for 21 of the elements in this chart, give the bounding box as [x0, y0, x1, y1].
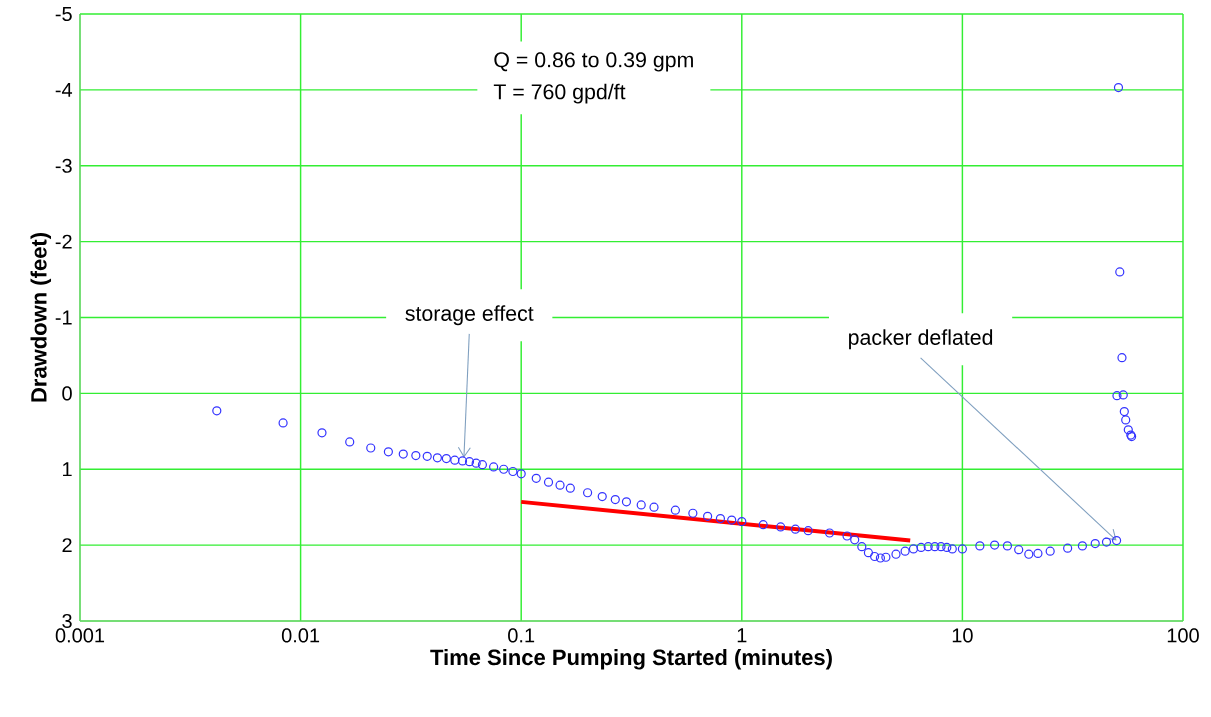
y-tick-label: -1	[55, 310, 72, 325]
y-tick-label: 0	[62, 386, 72, 401]
annotation: packer deflated	[849, 329, 993, 350]
annotation: T = 760 gpd/ft	[493, 83, 626, 104]
y-tick-label: 2	[62, 538, 72, 553]
x-tick-label: 100	[1167, 628, 1199, 643]
x-tick-label: 10	[952, 628, 973, 643]
y-tick-label: -5	[55, 7, 72, 21]
x-tick-label: 0.01	[281, 628, 320, 643]
x-tick-label: 0.001	[55, 628, 105, 643]
annotation: storage effect	[405, 305, 534, 326]
y-tick-label: -3	[55, 158, 72, 173]
y-tick-label: -4	[55, 82, 73, 97]
y-tick-label: 1	[63, 462, 72, 477]
y-tick-label: 3	[62, 613, 72, 629]
annotation: Q = 0.86 to 0.39 gpm	[494, 52, 693, 72]
y-tick-label: -2	[55, 234, 72, 249]
x-axis-title: Time Since Pumping Started (minutes)	[430, 649, 832, 670]
y-axis-title: Drawdown (feet)	[30, 233, 52, 402]
x-tick-label: 1	[737, 628, 747, 643]
x-tick-label: 0.1	[508, 628, 535, 643]
